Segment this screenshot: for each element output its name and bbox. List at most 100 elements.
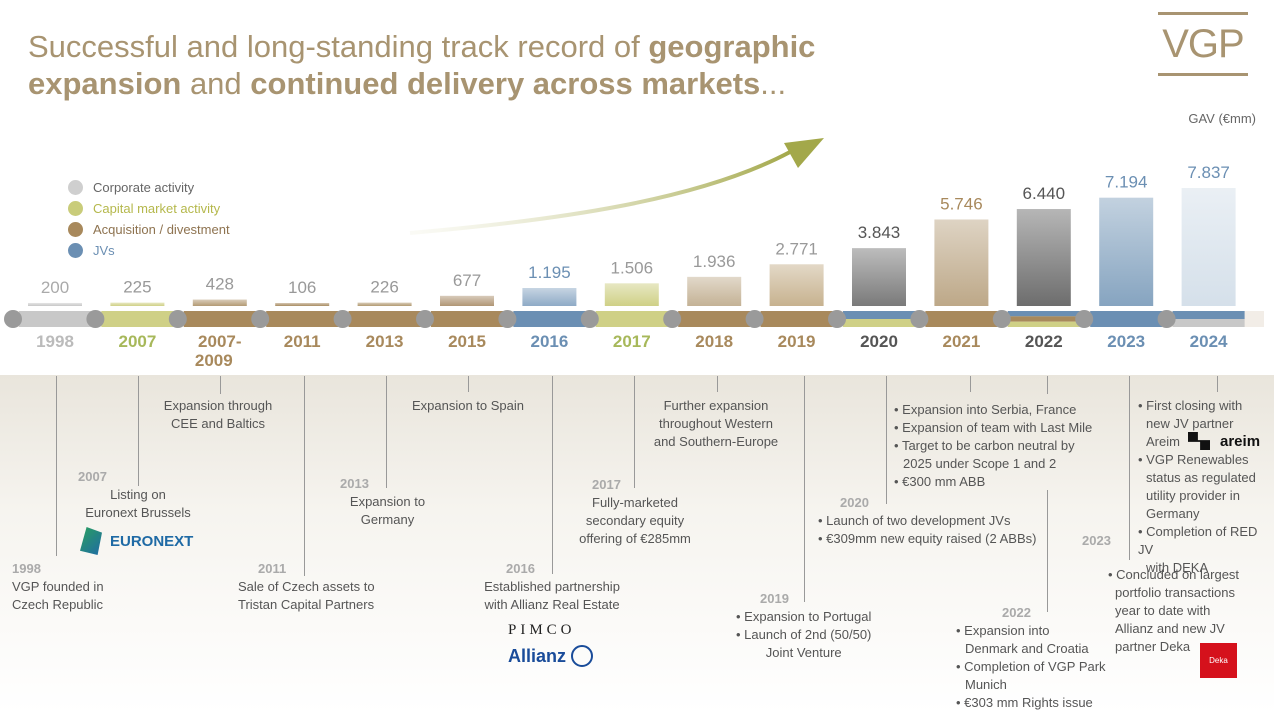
legend-item-corporate: Corporate activity xyxy=(68,177,230,198)
legend: Corporate activity Capital market activi… xyxy=(68,177,230,261)
event-item: • Expansion of team with Last Mile xyxy=(894,420,1093,435)
event-text: Euronext Brussels xyxy=(85,505,191,520)
event-text: Allianz and new JV xyxy=(1115,621,1225,636)
event-text: Expansion of team with Last Mile xyxy=(902,420,1093,435)
timeline-segment-2020 xyxy=(843,311,915,319)
event-item: • Launch of two development JVs xyxy=(818,513,1011,528)
value-label-2011: 106 xyxy=(288,278,316,297)
event-2023-year: 2023 xyxy=(1082,532,1111,550)
event-year: 2013 xyxy=(340,476,369,491)
value-label-2021: 5.746 xyxy=(940,194,983,213)
timeline-node xyxy=(416,310,434,328)
areim-logo: areim xyxy=(1188,432,1260,450)
event-text: Czech Republic xyxy=(12,597,104,612)
timeline-segment-2021 xyxy=(925,311,998,327)
timeline-node xyxy=(910,310,929,328)
timeline-node xyxy=(86,310,105,328)
timeline-segment-2023 xyxy=(1090,311,1163,327)
title-text-4: and xyxy=(181,66,251,101)
event-text: Areim xyxy=(1146,434,1180,449)
event-text: VGP founded in xyxy=(12,579,104,594)
vgp-logo: VGP xyxy=(1158,12,1248,76)
event-text: secondary equity xyxy=(585,513,685,528)
events-panel xyxy=(0,375,1274,714)
year-label-2011: 2011 xyxy=(284,332,321,351)
year-label-2023: 2023 xyxy=(1107,332,1145,351)
event-year: 2011 xyxy=(258,561,287,576)
event-text: Target to be carbon neutral by xyxy=(901,438,1075,453)
timeline-node xyxy=(580,310,599,328)
connector-line xyxy=(717,376,718,392)
event-text: Germany xyxy=(1146,506,1200,521)
event-year: 2019 xyxy=(760,591,789,606)
value-label-2015: 677 xyxy=(453,271,481,290)
title-text-2: geographic xyxy=(648,29,816,64)
event-2021: • Expansion into Serbia, France • Expans… xyxy=(894,401,1092,491)
title-text-3: expansion xyxy=(28,66,182,101)
event-text: Expansion to xyxy=(349,494,426,509)
event-item: • Expansion into Serbia, France xyxy=(894,402,1077,417)
event-text: new JV partner xyxy=(1146,416,1234,431)
timeline-segment-2024 xyxy=(1172,311,1245,319)
connector-line xyxy=(804,376,805,602)
value-label-2024: 7.837 xyxy=(1187,163,1230,182)
value-label-1998: 200 xyxy=(41,278,69,297)
legend-label: Corporate activity xyxy=(93,180,195,195)
event-2007: 2007 Listing on Euronext Brussels xyxy=(78,468,198,522)
event-text: 2025 under Scope 1 and 2 xyxy=(903,456,1057,471)
event-year: 2017 xyxy=(592,477,621,492)
pimco-logo: PIMCO xyxy=(508,622,576,638)
value-label-2013: 226 xyxy=(370,278,398,297)
value-label-2019: 2.771 xyxy=(775,239,818,258)
event-year: 2023 xyxy=(1082,533,1111,548)
value-label-2020: 3.843 xyxy=(858,223,901,242)
legend-item-jvs: JVs xyxy=(68,240,230,261)
timeline-node xyxy=(333,310,352,328)
areim-mark-icon xyxy=(1188,432,1210,450)
value-label-2016: 1.195 xyxy=(528,263,571,282)
connector-line xyxy=(634,376,635,488)
timeline-node xyxy=(1075,310,1094,328)
bar-2007 xyxy=(110,302,165,306)
event-text: status as regulated xyxy=(1146,470,1256,485)
event-2015: Expansion to Spain xyxy=(400,397,536,415)
euronext-logo: EURONEXT xyxy=(80,527,193,555)
timeline-segment-2013 xyxy=(348,311,421,327)
connector-line xyxy=(304,376,305,576)
event-text: Germany xyxy=(360,512,415,527)
event-text: Completion of RED JV xyxy=(1138,524,1258,557)
year-label-2020: 2020 xyxy=(860,332,898,351)
legend-label: Acquisition / divestment xyxy=(93,222,230,237)
event-item: • Expansion into xyxy=(956,623,1050,638)
value-label-2022: 6.440 xyxy=(1023,184,1066,203)
year-label-2019: 2019 xyxy=(778,332,816,351)
timeline-segment-2016 xyxy=(513,311,586,327)
value-label-2007: 225 xyxy=(123,278,151,297)
event-item: • Expansion to Portugal xyxy=(736,609,872,624)
event-2020: 2020 • Launch of two development JVs • €… xyxy=(818,494,1036,548)
year-label-2013: 2013 xyxy=(366,332,404,351)
event-2018: Further expansion throughout Western and… xyxy=(646,397,786,451)
timeline-segment-2015 xyxy=(431,311,503,327)
gav-bar-chart: 200 1998 225 2007 428 2007-2009 106 2011 226 2013… xyxy=(4,138,1264,370)
event-text: Launch of two development JVs xyxy=(826,513,1011,528)
event-text: portfolio transactions xyxy=(1115,585,1235,600)
event-2007-2009: Expansion through CEE and Baltics xyxy=(148,397,288,433)
event-2023: • Concluded on largest portfolio transac… xyxy=(1108,566,1239,656)
areim-text: areim xyxy=(1220,432,1261,450)
event-text: Denmark and Croatia xyxy=(965,641,1089,656)
event-text: €303 mm Rights issue xyxy=(964,695,1093,710)
event-2013: 2013 Expansion to Germany xyxy=(340,475,435,529)
euronext-text: EURONEXT xyxy=(110,532,194,550)
allianz-mark-icon xyxy=(571,645,594,667)
connector-line xyxy=(56,376,57,556)
year-label-2018: 2018 xyxy=(695,332,733,351)
connector-line xyxy=(468,376,469,392)
event-item: • €303 mm Rights issue xyxy=(956,695,1093,710)
event-text: Sale of Czech assets to xyxy=(238,579,375,594)
connector-line xyxy=(220,376,221,394)
year-label-2007: 2007 xyxy=(118,332,156,351)
legend-item-capital: Capital market activity xyxy=(68,198,230,219)
event-text: Munich xyxy=(965,677,1007,692)
year-label-2021: 2021 xyxy=(942,332,980,351)
